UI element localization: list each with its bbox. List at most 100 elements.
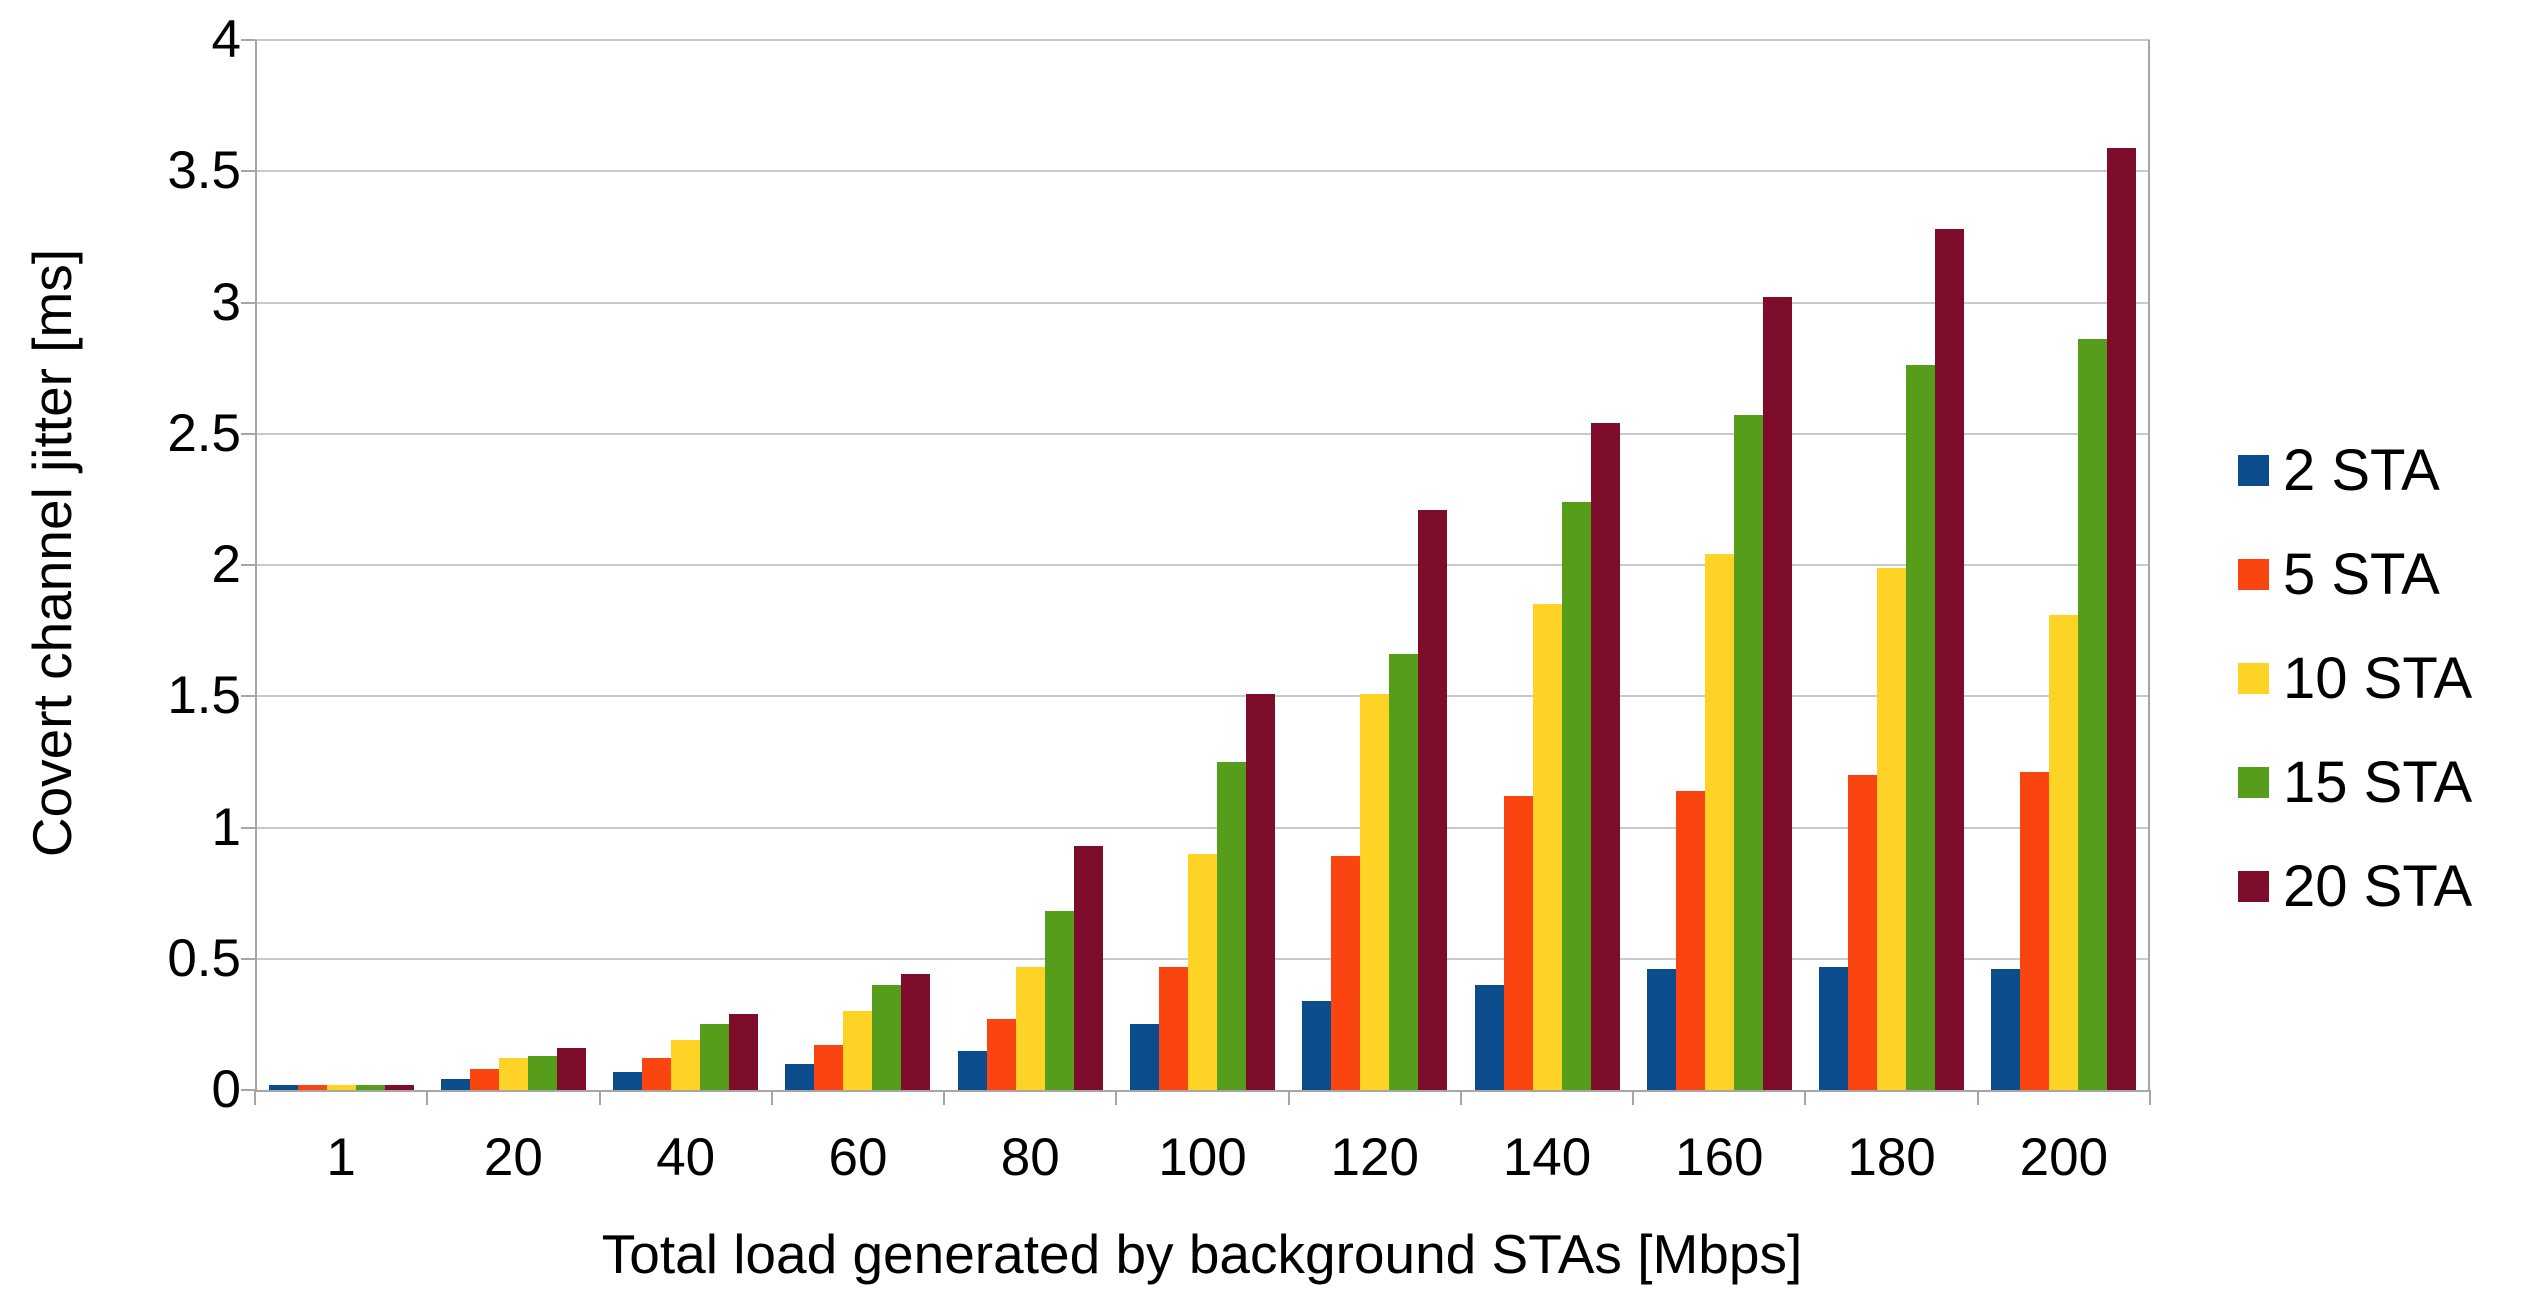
y-tick [241,826,255,829]
x-tick [2149,1090,2151,1105]
x-tick-label: 100 [1158,1128,1247,1187]
legend-item-5-sta: 5 STA [2238,522,2472,626]
x-tick-label: 160 [1675,1128,1764,1187]
bar-10-sta-load-1 [327,1085,356,1090]
x-tick [1804,1090,1807,1105]
bar-15-sta-load-120 [1389,654,1418,1090]
plot-area [241,39,2151,1105]
bar-15-sta-load-1 [356,1085,385,1090]
x-tick-label: 80 [1000,1128,1060,1187]
y-tick-label: 2 [211,535,241,594]
legend: 2 STA 5 STA 10 STA 15 STA 20 STA [2238,418,2472,938]
gridline-y-1.5 [255,695,2150,698]
bar-2-sta-load-100 [1130,1024,1159,1090]
legend-swatch-icon [2238,870,2269,902]
bar-5-sta-load-40 [642,1058,671,1090]
bar-5-sta-load-100 [1159,967,1188,1090]
bar-20-sta-load-80 [1074,846,1103,1090]
bar-10-sta-load-60 [843,1011,872,1090]
legend-item-2-sta: 2 STA [2238,418,2472,522]
x-tick-label: 120 [1330,1128,1419,1187]
bar-5-sta-load-140 [1504,796,1533,1090]
bar-2-sta-load-20 [441,1079,470,1090]
bar-5-sta-load-1 [298,1085,327,1090]
bar-5-sta-load-180 [1848,775,1877,1090]
bar-2-sta-load-60 [785,1064,814,1090]
bar-10-sta-load-140 [1533,604,1562,1090]
bar-20-sta-load-60 [901,974,930,1090]
bar-10-sta-load-200 [2049,615,2078,1090]
bar-15-sta-load-200 [2078,339,2107,1090]
y-tick [241,564,255,566]
bar-2-sta-load-160 [1647,969,1676,1090]
legend-label: 5 STA [2283,541,2440,607]
y-tick [241,1089,255,1091]
x-tick [426,1090,429,1105]
bar-20-sta-load-1 [385,1085,414,1090]
bar-5-sta-load-60 [814,1045,843,1090]
bar-2-sta-load-200 [1991,969,2020,1090]
y-tick-label: 1.5 [167,666,241,726]
bar-15-sta-load-40 [700,1024,729,1090]
bar-15-sta-load-140 [1562,502,1591,1090]
x-tick-label: 20 [483,1128,543,1187]
y-tick-label: 4 [211,10,241,69]
bar-20-sta-load-100 [1246,694,1275,1090]
x-tick-label: 180 [1847,1128,1936,1187]
y-tick [241,432,255,435]
bar-20-sta-load-140 [1591,423,1620,1090]
x-tick [1287,1090,1290,1105]
bar-20-sta-load-160 [1763,297,1792,1090]
y-tick [241,39,255,41]
bar-20-sta-load-20 [557,1048,586,1090]
bar-10-sta-load-20 [499,1058,528,1090]
y-tick [241,695,255,698]
x-tick [1976,1090,1979,1105]
y-axis-title: Covert channel jitter [ms] [21,248,83,858]
x-tick [598,1090,601,1105]
bar-10-sta-load-40 [671,1040,700,1090]
bar-5-sta-load-80 [987,1019,1016,1090]
x-axis-line [255,1090,2150,1092]
x-axis-title: Total load generated by background STAs … [601,1223,1803,1285]
x-tick [1632,1090,1635,1105]
y-axis-line [255,40,257,1092]
bar-15-sta-load-100 [1217,762,1246,1090]
legend-label: 10 STA [2283,645,2473,711]
legend-label: 20 STA [2283,853,2473,919]
x-tick [254,1090,256,1105]
bar-10-sta-load-180 [1877,568,1906,1090]
bar-15-sta-load-80 [1045,911,1074,1090]
bar-15-sta-load-160 [1734,415,1763,1090]
legend-label: 15 STA [2283,749,2473,815]
y-tick-label: 0.5 [167,928,241,988]
gridline-y-1 [255,826,2150,829]
bar-5-sta-load-20 [470,1069,499,1090]
y-tick-label: 3.5 [167,141,241,201]
bar-15-sta-load-20 [528,1056,557,1090]
x-tick-label: 1 [326,1128,356,1187]
bar-5-sta-load-160 [1676,791,1705,1090]
bar-20-sta-load-200 [2107,148,2136,1090]
bar-15-sta-load-180 [1906,365,1935,1090]
bar-10-sta-load-80 [1016,967,1045,1090]
y-tick [241,170,255,173]
plot-right-border [2148,40,2150,1092]
legend-swatch-icon [2238,766,2269,798]
gridline-y-3.5 [255,170,2150,173]
bar-10-sta-load-120 [1360,694,1389,1090]
gridline-y-2 [255,564,2150,566]
x-tick [1115,1090,1118,1105]
y-tick-label: 3 [211,272,241,332]
y-tick [241,957,255,960]
x-tick-label: 40 [656,1128,716,1187]
bar-2-sta-load-1 [269,1085,298,1090]
gridline-y-3 [255,301,2150,304]
bar-5-sta-load-120 [1331,856,1360,1090]
bar-2-sta-load-180 [1819,967,1848,1090]
legend-swatch-icon [2238,454,2269,486]
y-tick [241,301,255,304]
legend-item-10-sta: 10 STA [2238,626,2472,730]
bar-2-sta-load-80 [958,1051,987,1090]
y-tick-label: 0 [211,1060,241,1119]
